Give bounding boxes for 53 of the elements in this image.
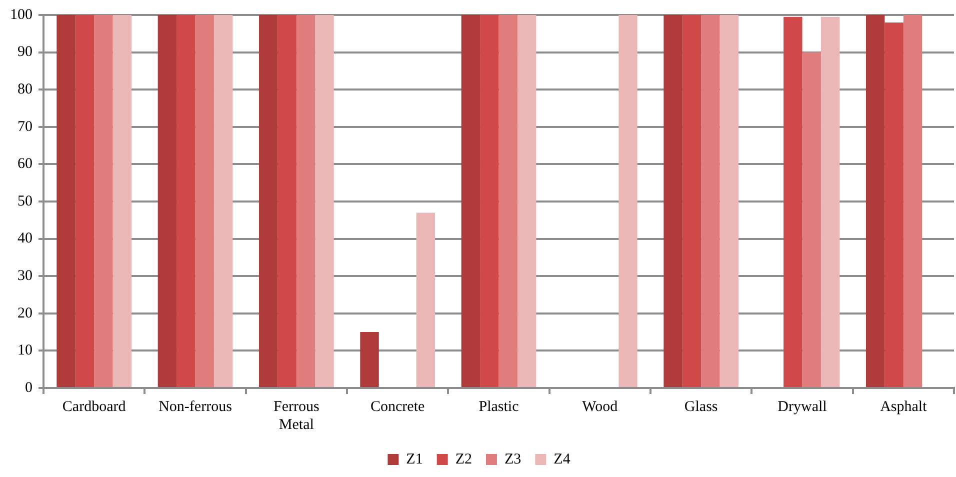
bar bbox=[802, 52, 821, 387]
bar bbox=[461, 15, 480, 387]
bar bbox=[278, 15, 296, 387]
bar bbox=[866, 15, 885, 387]
bar bbox=[903, 15, 922, 387]
legend-label: Z1 bbox=[406, 451, 423, 468]
bar bbox=[75, 15, 94, 387]
bar bbox=[682, 15, 702, 387]
legend-label: Z4 bbox=[554, 451, 571, 468]
bar bbox=[784, 16, 802, 387]
legend-label: Z3 bbox=[504, 451, 522, 468]
y-tick-label: 100 bbox=[10, 6, 32, 23]
x-tick-label: Concrete bbox=[370, 398, 425, 415]
x-tick-label: Cardboard bbox=[62, 398, 126, 415]
x-tick-label: Plastic bbox=[478, 398, 520, 415]
bar bbox=[498, 15, 518, 387]
y-tick-label: 30 bbox=[18, 268, 32, 284]
bar bbox=[56, 15, 76, 387]
bar bbox=[618, 15, 638, 387]
bar bbox=[664, 15, 682, 387]
y-tick-label: 70 bbox=[18, 118, 32, 135]
bar bbox=[701, 15, 720, 387]
y-tick-label: 60 bbox=[18, 156, 32, 172]
x-tick-label: Wood bbox=[582, 398, 618, 415]
bar bbox=[820, 16, 840, 387]
bar bbox=[720, 15, 739, 387]
bar bbox=[416, 212, 436, 387]
y-tick-label: 90 bbox=[18, 44, 32, 60]
bar bbox=[94, 15, 113, 387]
bar bbox=[176, 15, 196, 387]
y-tick-label: 0 bbox=[25, 380, 32, 396]
y-tick-label: 20 bbox=[18, 305, 32, 322]
bar bbox=[258, 15, 278, 387]
x-tick-label: Asphalt bbox=[880, 398, 928, 415]
bar bbox=[315, 15, 334, 387]
bar bbox=[296, 15, 316, 387]
x-tick-label: Drywall bbox=[778, 398, 827, 415]
y-tick-label: 10 bbox=[18, 342, 32, 359]
legend-label: Z2 bbox=[455, 451, 472, 468]
y-tick-label: 40 bbox=[18, 230, 32, 247]
bar bbox=[517, 15, 536, 387]
x-tick-label: Glass bbox=[684, 398, 718, 415]
bar bbox=[480, 15, 499, 387]
y-tick-label: 50 bbox=[18, 193, 32, 210]
bar bbox=[884, 22, 904, 387]
bar bbox=[360, 332, 379, 387]
bar bbox=[214, 15, 233, 387]
y-tick-label: 80 bbox=[18, 82, 32, 98]
x-tick-label: Ferrous Metal bbox=[274, 398, 320, 433]
bar bbox=[158, 15, 177, 387]
x-tick-label: Non-ferrous bbox=[158, 398, 232, 415]
bar bbox=[112, 15, 132, 387]
bar bbox=[195, 15, 214, 387]
